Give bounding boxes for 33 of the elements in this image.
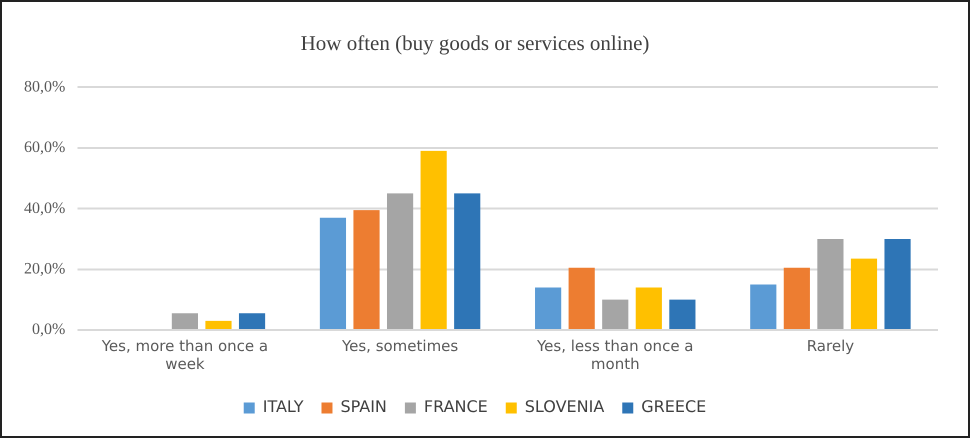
bar	[454, 193, 480, 329]
bar	[353, 210, 380, 329]
legend-label: GREECE	[641, 397, 706, 416]
legend-label: FRANCE	[424, 397, 488, 416]
bar	[817, 238, 844, 329]
bar	[669, 300, 696, 329]
bar	[320, 218, 346, 329]
bar	[172, 313, 198, 329]
bar	[602, 300, 628, 329]
bar	[850, 258, 878, 329]
x-tick-label: Yes, more than once a week	[100, 336, 268, 373]
chart-title: How often (buy goods or services online)	[300, 31, 650, 56]
bar	[750, 284, 776, 329]
y-tick-label: 20,0%	[24, 260, 66, 278]
bar	[205, 320, 232, 329]
bar	[636, 288, 662, 329]
bar	[238, 313, 266, 329]
legend-label: SLOVENIA	[524, 397, 604, 416]
bar	[568, 268, 595, 329]
y-tick-label: 60,0%	[24, 139, 66, 156]
legend-label: ITALY	[262, 397, 304, 416]
x-tick-label: Yes, sometimes	[340, 336, 458, 355]
x-tick-label: Rarely	[806, 336, 854, 355]
x-tick-label: Yes, less than once a month	[536, 336, 694, 373]
y-tick-label: 40,0%	[24, 200, 66, 217]
bar	[420, 150, 447, 329]
y-tick-label: 0,0%	[32, 321, 66, 338]
y-tick-label: 80,0%	[24, 78, 66, 96]
bar	[784, 268, 810, 329]
bar	[386, 193, 414, 329]
bar	[884, 238, 911, 329]
legend-label: SPAIN	[340, 397, 387, 416]
bar	[535, 288, 562, 329]
